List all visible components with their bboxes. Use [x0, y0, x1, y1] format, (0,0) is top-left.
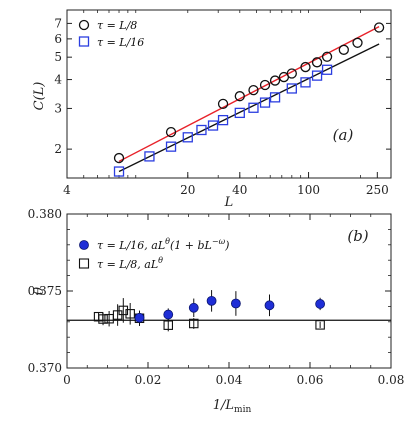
panel-a-x-ticks: 4 20 40 100 250 — [63, 10, 392, 197]
panel-b-legend: τ = L/16, aLθ(1 + bL−ω) τ = L/8, aLθ — [78, 237, 229, 271]
data-point-circle — [300, 61, 311, 73]
panel-a-frame — [66, 9, 392, 179]
data-point-open-square — [125, 309, 135, 319]
y-tick-label: 3 — [54, 101, 62, 115]
data-point-square — [144, 151, 155, 162]
panel-b: 0 0.02 0.04 0.06 0.08 0.370 0.375 0.380 θ 1/Lm… — [28, 207, 405, 415]
data-point-circle — [321, 51, 333, 62]
y-tick-label: 5 — [54, 50, 62, 64]
data-point-filled-circle — [264, 300, 275, 311]
panel-a-points — [113, 22, 385, 177]
data-point-circle — [373, 22, 385, 33]
y-tick-label: 0.370 — [28, 361, 62, 375]
data-point-square — [248, 102, 259, 113]
data-point-square — [300, 77, 311, 88]
data-point-square — [196, 124, 207, 136]
y-tick-label: 7 — [54, 16, 62, 30]
data-point-square — [234, 107, 245, 119]
legend-a-label-1: τ = L/8 — [97, 19, 137, 32]
data-point-open-square — [315, 320, 325, 330]
legend-b-label-2: τ = L/8, aLθ — [97, 256, 163, 271]
data-point-square — [311, 70, 323, 81]
legend-b-label-1-sup2: −ω — [212, 237, 226, 246]
x-tick-label: 0.06 — [297, 373, 324, 387]
legend-square-marker — [78, 36, 90, 47]
legend-b-label-2-main: τ = L/8, aL — [97, 258, 158, 271]
panel-b-ylabel: θ — [32, 287, 47, 295]
y-tick-label: 4 — [54, 73, 62, 87]
data-point-circle — [248, 84, 259, 96]
x-tick-label: 40 — [232, 183, 247, 197]
data-point-circle — [165, 126, 177, 138]
x-tick-label: 0.02 — [135, 373, 162, 387]
data-point-open-square — [98, 314, 108, 324]
x-tick-label: 100 — [297, 183, 320, 197]
panel-b-points — [93, 290, 326, 332]
panel-b-frame — [66, 213, 392, 369]
data-point-square — [321, 64, 333, 75]
data-point-open-square — [118, 305, 129, 316]
data-point-square — [259, 97, 271, 108]
data-point-filled-circle — [163, 309, 174, 320]
legend-b-label-1-end: ) — [224, 239, 229, 252]
panel-b-xlabel: 1/Lmin — [213, 398, 252, 415]
legend-filled-circle-marker — [79, 240, 89, 250]
panel-a-label: (a) — [333, 126, 354, 144]
data-point-filled-circle — [188, 302, 199, 313]
fit-line-1 — [118, 25, 380, 163]
panel-a-y-ticks: 2 3 4 5 6 7 — [54, 16, 391, 156]
data-point-circle — [217, 98, 229, 110]
data-point-square — [269, 92, 281, 103]
data-point-filled-circle — [134, 312, 145, 323]
legend-b-label-1-main: τ = L/16, aL — [97, 239, 165, 252]
data-point-circle — [113, 152, 125, 164]
legend-b-label-1-sup1: θ — [165, 237, 170, 246]
data-point-filled-circle — [206, 295, 217, 306]
panel-a-xlabel: L — [224, 195, 234, 210]
legend-circle-marker — [78, 19, 90, 31]
x-tick-label: 0.04 — [216, 373, 243, 387]
data-point-circle — [259, 79, 271, 91]
data-point-square — [113, 166, 125, 177]
data-point-circle — [352, 37, 363, 48]
legend-b-label-2-sup: θ — [158, 256, 163, 265]
data-point-circle — [234, 91, 245, 102]
y-tick-label: 0.375 — [28, 284, 62, 298]
y-tick-label: 0.380 — [28, 207, 62, 221]
legend-b-label-1: τ = L/16, aLθ(1 + bL−ω) — [97, 237, 229, 252]
data-point-square — [217, 114, 229, 126]
panel-b-x-ticks: 0 0.02 0.04 0.06 0.08 — [63, 214, 404, 387]
panel-a: 4 20 40 100 250 2 3 4 5 6 7 L C(L) (a) τ = L/8 τ … — [32, 9, 392, 210]
data-point-circle — [269, 75, 281, 86]
panel-b-y-ticks: 0.370 0.375 0.380 — [28, 207, 391, 375]
data-point-circle — [286, 68, 297, 79]
panel-b-label: (b) — [347, 227, 368, 245]
x-tick-label: 4 — [63, 183, 71, 197]
data-point-filled-circle — [315, 299, 326, 309]
legend-open-square-marker — [78, 258, 90, 269]
x-tick-label: 20 — [180, 183, 195, 197]
panel-a-ylabel: C(L) — [32, 82, 47, 111]
data-point-square — [165, 141, 177, 152]
y-tick-label: 2 — [54, 142, 62, 156]
x-tick-label: 250 — [366, 183, 389, 197]
legend-b-label-1-mid: (1 + bL — [170, 239, 212, 252]
data-point-circle — [311, 57, 323, 68]
data-point-square — [286, 83, 297, 94]
data-point-open-square — [163, 320, 174, 330]
data-point-filled-circle — [230, 298, 241, 309]
data-point-square — [207, 120, 219, 131]
data-point-square — [182, 132, 193, 143]
data-point-open-square — [189, 318, 199, 329]
x-tick-label: 0 — [63, 373, 71, 387]
data-point-circle — [338, 44, 349, 55]
x-tick-label: 0.08 — [378, 373, 405, 387]
legend-a-label-2: τ = L/16 — [97, 36, 144, 49]
y-tick-label: 6 — [54, 32, 62, 46]
panel-a-legend: τ = L/8 τ = L/16 — [78, 19, 144, 49]
